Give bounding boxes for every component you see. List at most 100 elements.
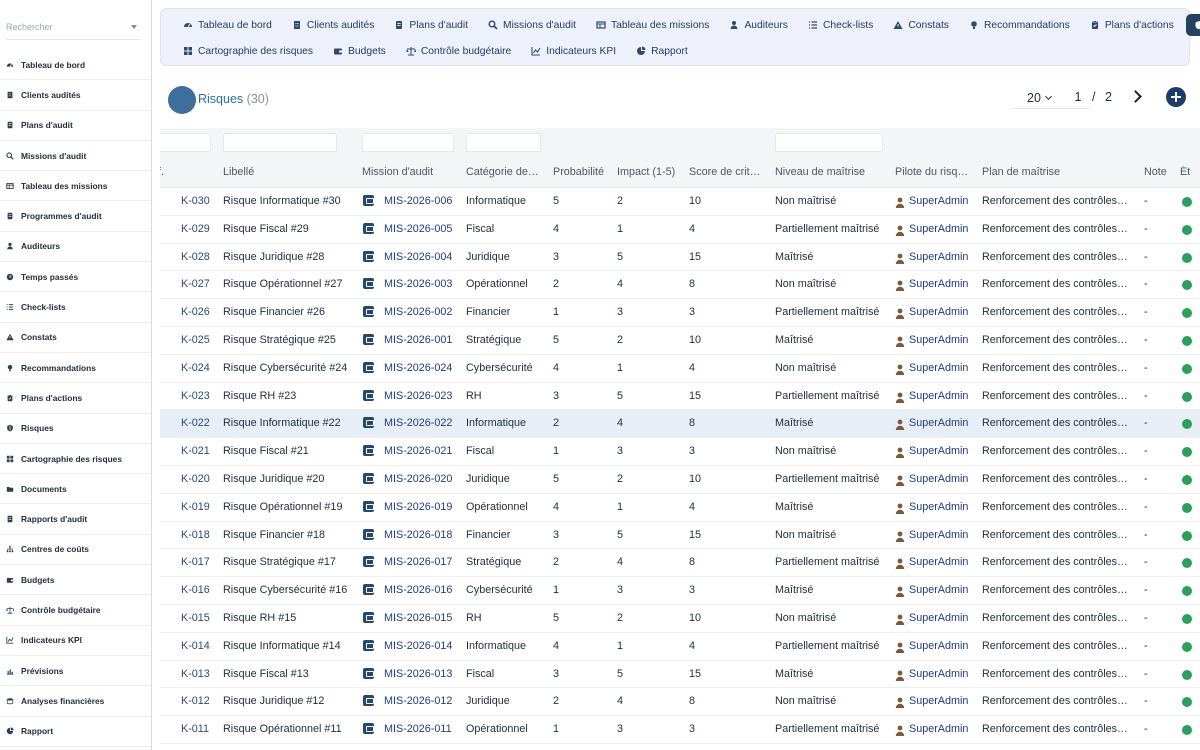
filter-ref[interactable]: [160, 133, 211, 152]
table-row[interactable]: K-027 Risque Opérationnel #27 MIS-2026-003…: [160, 271, 1200, 300]
sidebar-item-plans-d-actions[interactable]: Plans d'actions: [0, 383, 151, 414]
mission-link[interactable]: MIS-2026-016: [384, 584, 453, 597]
table-row[interactable]: K-024 Risque Cybersécurité #24 MIS-2026-02…: [160, 354, 1200, 383]
sidebar-search[interactable]: [6, 16, 141, 40]
tab-recommandations[interactable]: Recommandations: [961, 14, 1078, 36]
mission-link[interactable]: MIS-2026-024: [384, 361, 453, 374]
current-page-input[interactable]: 1: [1066, 87, 1090, 109]
mission-link[interactable]: MIS-2026-018: [384, 528, 453, 541]
table-row[interactable]: K-030 Risque Informatique #30 MIS-2026-006…: [160, 188, 1200, 216]
mission-link[interactable]: MIS-2026-011: [384, 723, 452, 736]
tab-check-lists[interactable]: Check-lists: [800, 14, 881, 36]
tab-budgets[interactable]: Budgets: [325, 40, 394, 62]
table-row[interactable]: K-028 Risque Juridique #28 MIS-2026-004 Jur…: [160, 243, 1200, 272]
table-row[interactable]: K-012 Risque Juridique #12 MIS-2026-012 Jur…: [160, 688, 1200, 717]
sidebar-item-constats[interactable]: Constats: [0, 323, 151, 353]
sidebar-item-auditeurs[interactable]: Auditeurs: [0, 232, 151, 263]
table-row[interactable]: K-020 Risque Juridique #20 MIS-2026-020 Jur…: [160, 465, 1200, 494]
pilot-link[interactable]: SuperAdmin: [909, 611, 969, 624]
tab-missions-d-audit[interactable]: Missions d'audit: [480, 14, 584, 36]
pilot-link[interactable]: SuperAdmin: [909, 500, 969, 513]
table-row[interactable]: K-014 Risque Informatique #14 MIS-2026-014…: [160, 632, 1200, 661]
pilot-link[interactable]: SuperAdmin: [909, 584, 969, 597]
sidebar-item-tableau-de-bord[interactable]: Tableau de bord: [0, 50, 151, 81]
column-header[interactable]: Note: [1144, 166, 1167, 178]
pilot-link[interactable]: SuperAdmin: [909, 333, 969, 346]
mission-link[interactable]: MIS-2026-002: [384, 306, 453, 319]
table-row[interactable]: K-021 Risque Fiscal #21 MIS-2026-021 Fiscal…: [160, 438, 1200, 466]
pilot-link[interactable]: SuperAdmin: [909, 222, 969, 235]
pilot-link[interactable]: SuperAdmin: [909, 389, 969, 402]
column-header[interactable]: Libellé: [223, 166, 255, 178]
pilot-link[interactable]: SuperAdmin: [909, 278, 969, 291]
mission-link[interactable]: MIS-2026-022: [384, 417, 453, 430]
column-header[interactable]: Impact (1-5): [617, 166, 676, 178]
column-header[interactable]: Plan de maîtrise: [982, 166, 1061, 178]
mission-link[interactable]: MIS-2026-023: [384, 389, 453, 402]
tab-cartographie-des-risques[interactable]: Cartographie des risques: [175, 40, 321, 62]
tab-rapport[interactable]: Rapport: [628, 40, 696, 62]
sidebar-item-tableau-des-missions[interactable]: Tableau des missions: [0, 171, 151, 202]
sidebar-item-risques[interactable]: Risques: [0, 414, 151, 444]
sidebar-item-previsions[interactable]: Prévisions: [0, 656, 151, 687]
pilot-link[interactable]: SuperAdmin: [909, 667, 969, 680]
table-row[interactable]: K-013 Risque Fiscal #13 MIS-2026-013 Fiscal…: [160, 660, 1200, 689]
tab-risques[interactable]: Risques: [1185, 14, 1200, 36]
filter-level[interactable]: [775, 133, 883, 152]
table-row[interactable]: K-011 Risque Opérationnel #11 MIS-2026-011…: [160, 716, 1200, 744]
sidebar-item-rapport[interactable]: Rapport: [0, 717, 151, 747]
table-row[interactable]: K-019 Risque Opérationnel #19 MIS-2026-019…: [160, 493, 1200, 522]
column-header[interactable]: Catégorie de…: [466, 166, 539, 178]
tab-clients-audites[interactable]: Clients audités: [284, 14, 383, 36]
table-row[interactable]: K-018 Risque Financier #18 MIS-2026-018 Fin…: [160, 521, 1200, 550]
pilot-link[interactable]: SuperAdmin: [909, 472, 969, 485]
pilot-link[interactable]: SuperAdmin: [909, 417, 969, 430]
next-page-button[interactable]: [1130, 88, 1144, 104]
sidebar-item-clients-audites[interactable]: Clients audités: [0, 80, 151, 111]
tab-tableau-de-bord[interactable]: Tableau de bord: [175, 14, 280, 36]
column-header[interactable]: Probabilité: [553, 166, 605, 178]
sidebar-item-centres-de-couts[interactable]: Centres de coûts: [0, 535, 151, 566]
table-row[interactable]: K-026 Risque Financier #26 MIS-2026-002 Fin…: [160, 299, 1200, 327]
mission-link[interactable]: MIS-2026-013: [384, 667, 453, 680]
table-row[interactable]: K-022 Risque Informatique #22 MIS-2026-022…: [160, 410, 1200, 439]
tab-tableau-des-missions[interactable]: Tableau des missions: [588, 14, 717, 36]
filter-label[interactable]: [223, 133, 337, 152]
mission-link[interactable]: MIS-2026-012: [384, 695, 453, 708]
column-header[interactable]: Score de crit…: [689, 166, 761, 178]
table-row[interactable]: K-023 Risque RH #23 MIS-2026-023 RH 3 5 15 Part…: [160, 382, 1200, 411]
sidebar-item-controle-budgetaire[interactable]: Contrôle budgétaire: [0, 595, 151, 626]
table-row[interactable]: K-025 Risque Stratégique #25 MIS-2026-001 S…: [160, 326, 1200, 355]
search-input[interactable]: [6, 16, 126, 32]
tab-auditeurs[interactable]: Auditeurs: [721, 14, 796, 36]
sidebar-item-recommandations[interactable]: Recommandations: [0, 353, 151, 384]
pilot-link[interactable]: SuperAdmin: [909, 195, 969, 207]
mission-link[interactable]: MIS-2026-004: [384, 250, 453, 263]
sidebar-item-budgets[interactable]: Budgets: [0, 565, 151, 596]
mission-link[interactable]: MIS-2026-020: [384, 472, 453, 485]
pilot-link[interactable]: SuperAdmin: [909, 361, 969, 374]
sidebar-item-temps-passes[interactable]: Temps passés: [0, 262, 151, 293]
mission-link[interactable]: MIS-2026-015: [384, 611, 453, 624]
per-page-select[interactable]: 20: [1012, 87, 1066, 109]
filter-category[interactable]: [466, 133, 541, 152]
mission-link[interactable]: MIS-2026-014: [384, 639, 453, 652]
tab-plans-d-audit[interactable]: Plans d'audit: [386, 14, 476, 36]
mission-link[interactable]: MIS-2026-003: [384, 278, 453, 291]
mission-link[interactable]: MIS-2026-006: [384, 195, 453, 207]
pilot-link[interactable]: SuperAdmin: [909, 556, 969, 569]
pilot-link[interactable]: SuperAdmin: [909, 306, 969, 319]
pilot-link[interactable]: SuperAdmin: [909, 250, 969, 263]
tab-controle-budgetaire[interactable]: Contrôle budgétaire: [398, 40, 519, 62]
tab-constats[interactable]: Constats: [885, 14, 957, 36]
mission-link[interactable]: MIS-2026-017: [384, 556, 453, 569]
sidebar-item-check-lists[interactable]: Check-lists: [0, 292, 151, 323]
pilot-link[interactable]: SuperAdmin: [909, 695, 969, 708]
mission-link[interactable]: MIS-2026-019: [384, 500, 453, 513]
table-row[interactable]: K-016 Risque Cybersécurité #16 MIS-2026-01…: [160, 577, 1200, 605]
mission-link[interactable]: MIS-2026-001: [384, 333, 453, 346]
pilot-link[interactable]: SuperAdmin: [909, 445, 969, 458]
mission-link[interactable]: MIS-2026-021: [384, 445, 453, 458]
sidebar-item-indicateurs-kpi[interactable]: Indicateurs KPI: [0, 626, 151, 656]
pilot-link[interactable]: SuperAdmin: [909, 639, 969, 652]
